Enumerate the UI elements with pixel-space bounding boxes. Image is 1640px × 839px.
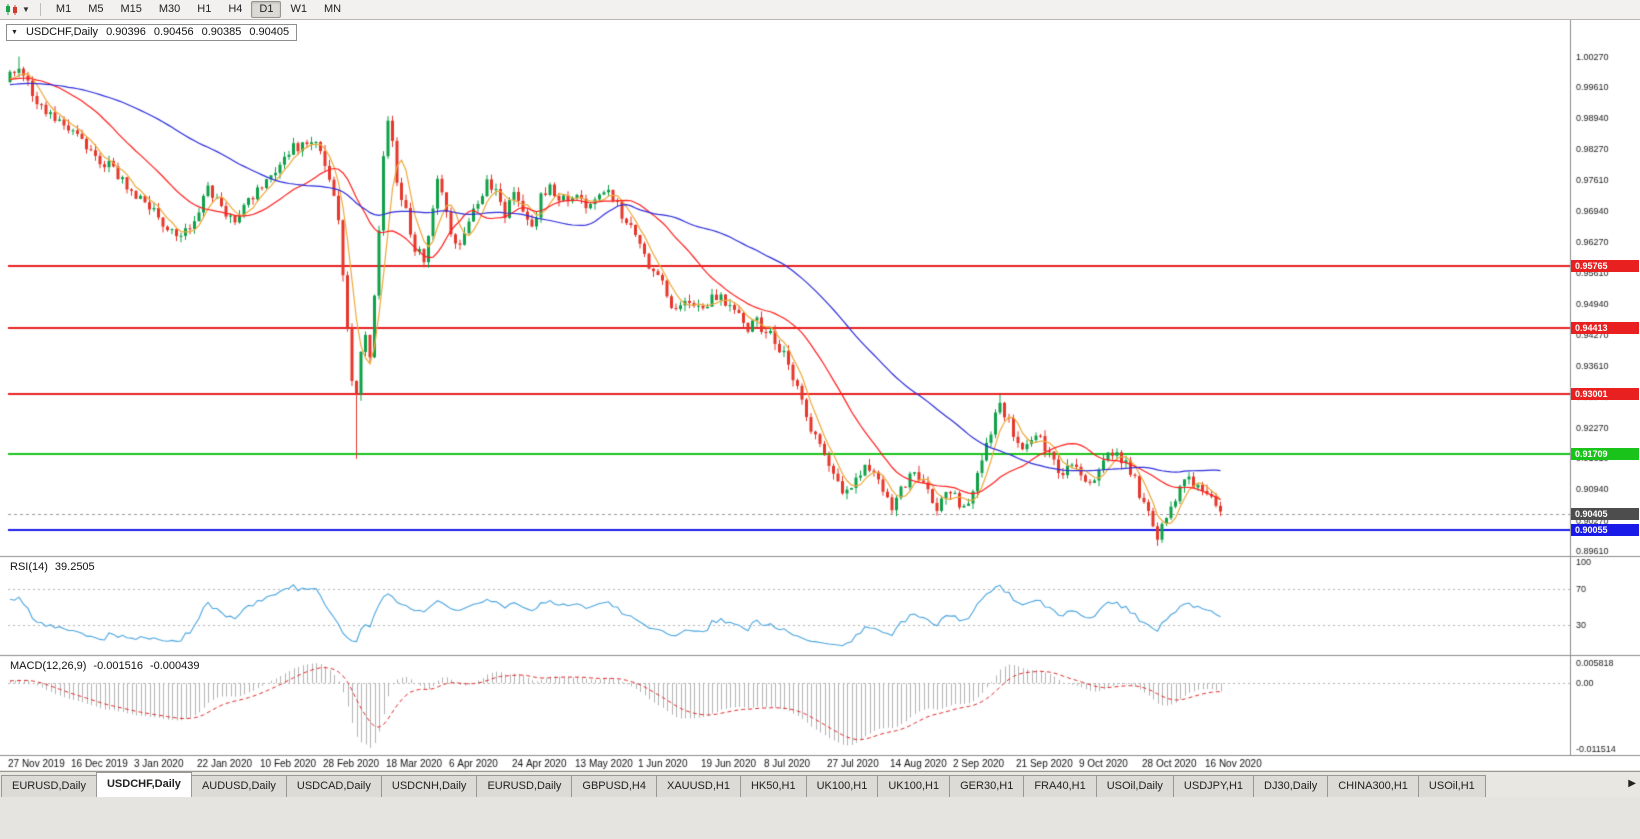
chart-tab-2-audusd-daily[interactable]: AUDUSD,Daily: [190, 775, 287, 797]
level-price-badge[interactable]: 0.91709: [1571, 447, 1639, 460]
chart-tab-9-uk100-h1[interactable]: UK100,H1: [805, 775, 879, 797]
macd-main-value: -0.001516: [93, 660, 143, 672]
open-value: 0.90396: [106, 26, 146, 38]
rsi-pane-label: RSI(14) 39.2505: [10, 561, 95, 573]
chart-tab-16-china300-h1[interactable]: CHINA300,H1: [1327, 775, 1419, 797]
macd-signal-value: -0.000439: [149, 660, 200, 672]
chart-tab-15-dj30-daily[interactable]: DJ30,Daily: [1253, 775, 1329, 797]
chart-canvas[interactable]: [0, 20, 1640, 770]
chart-tab-17-usoil-h1[interactable]: USOil,H1: [1417, 775, 1486, 797]
chart-info-box: ▼ USDCHF,Daily 0.90396 0.90456 0.90385 0…: [6, 24, 298, 41]
timeframe-button-h1[interactable]: H1: [197, 3, 212, 15]
chart-tab-6-gbpusd-h4[interactable]: GBPUSD,H4: [571, 775, 657, 797]
chart-tab-3-usdcad-daily[interactable]: USDCAD,Daily: [285, 775, 382, 797]
current-price-badge: 0.90405: [1571, 508, 1639, 521]
rsi-name: RSI(14): [10, 561, 48, 573]
chart-tab-10-uk100-h1[interactable]: UK100,H1: [877, 775, 951, 797]
level-price-badge[interactable]: 0.95765: [1571, 259, 1639, 272]
chart-tab-0-eurusd-daily[interactable]: EURUSD,Daily: [1, 775, 97, 797]
chart-tab-14-usdjpy-h1[interactable]: USDJPY,H1: [1172, 775, 1255, 797]
level-price-badge[interactable]: 0.90055: [1571, 524, 1639, 537]
macd-pane-label: MACD(12,26,9) -0.001516 -0.000439: [10, 660, 200, 672]
timeframe-button-mn[interactable]: MN: [323, 3, 342, 15]
chart-tab-7-xauusd-h1[interactable]: XAUUSD,H1: [655, 775, 741, 797]
top-toolbar: ▼ M1 M5 M15 M30 H1 H4 D1 W1 MN: [0, 0, 1640, 20]
chart-tab-12-fra40-h1[interactable]: FRA40,H1: [1023, 775, 1097, 797]
chart-tab-8-hk50-h1[interactable]: HK50,H1: [739, 775, 807, 797]
high-value: 0.90456: [153, 26, 194, 38]
chart-tab-4-usdcnh-daily[interactable]: USDCNH,Daily: [380, 775, 478, 797]
chart-area: ▼ USDCHF,Daily 0.90396 0.90456 0.90385 0…: [0, 20, 1640, 770]
chart-tab-11-ger30-h1[interactable]: GER30,H1: [949, 775, 1025, 797]
tab-scroll-right-button[interactable]: ▶: [1628, 778, 1636, 789]
timeframe-button-w1[interactable]: W1: [290, 3, 307, 15]
chart-type-dropdown-caret-icon[interactable]: ▼: [22, 5, 30, 14]
chart-tab-1-usdchf-daily[interactable]: USDCHF,Daily: [95, 772, 192, 797]
low-value: 0.90385: [201, 26, 242, 38]
timeframe-button-d1[interactable]: D1: [251, 1, 282, 18]
chart-symbol-label: USDCHF,Daily: [25, 26, 99, 38]
collapse-triangle-icon[interactable]: ▼: [11, 28, 18, 36]
macd-name: MACD(12,26,9): [10, 660, 87, 672]
timeframe-button-m5[interactable]: M5: [88, 3, 104, 15]
timeframe-button-m1[interactable]: M1: [55, 3, 72, 15]
chart-tab-13-usoil-daily[interactable]: USOil,Daily: [1095, 775, 1174, 797]
timeframe-button-h4[interactable]: H4: [228, 3, 243, 15]
toolbar-separator: [39, 3, 41, 16]
timeframe-button-m30[interactable]: M30: [158, 3, 181, 15]
close-value: 0.90405: [249, 26, 290, 38]
chart-type-icon[interactable]: [4, 3, 19, 16]
rsi-value: 39.2505: [54, 561, 95, 573]
chart-tab-5-eurusd-daily[interactable]: EURUSD,Daily: [476, 775, 573, 797]
level-price-badge[interactable]: 0.93001: [1571, 387, 1639, 400]
timeframe-button-m15[interactable]: M15: [120, 3, 142, 15]
level-price-badge[interactable]: 0.94413: [1571, 322, 1639, 335]
bottom-tabbar: EURUSD,Daily USDCHF,Daily AUDUSD,Daily USDC…: [0, 771, 1640, 797]
timeframe-buttons: M1 M5 M15 M30 H1 H4 D1 W1 MN: [48, 1, 349, 18]
